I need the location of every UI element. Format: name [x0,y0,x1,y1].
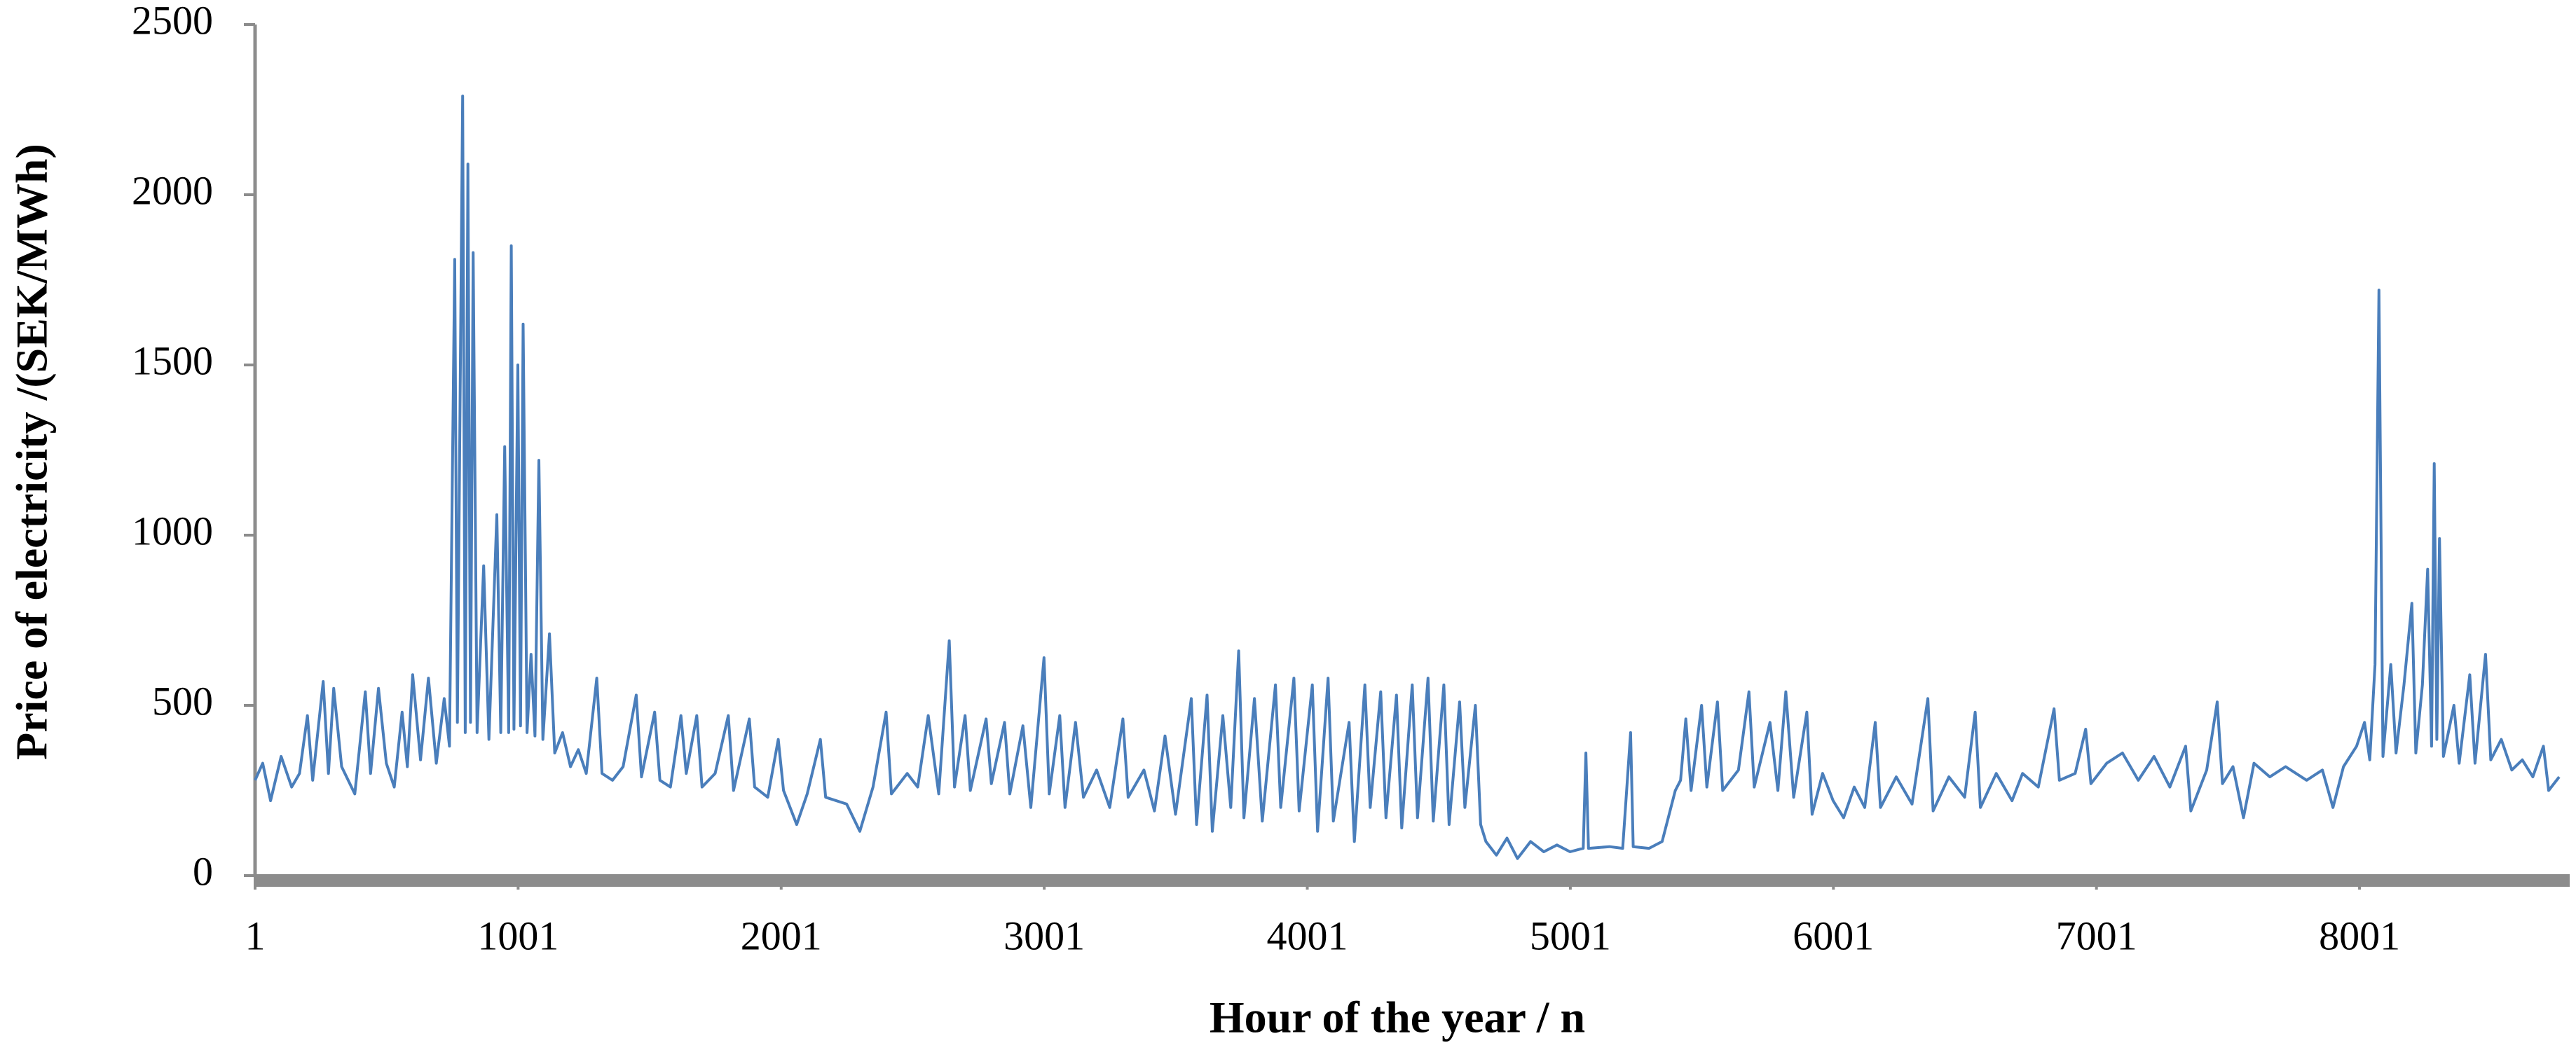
y-tick-label: 1000 [132,508,213,553]
y-tick-label: 0 [193,848,213,894]
x-tick-label: 1001 [477,913,559,958]
x-tick-label: 5001 [1530,913,1611,958]
x-tick-label: 2001 [741,913,822,958]
x-tick-label: 1 [245,913,266,958]
y-tick-label: 500 [152,678,213,724]
x-tick-label: 7001 [2056,913,2137,958]
x-axis-line [255,874,2570,887]
price-line [254,95,2561,860]
x-tick-label: 3001 [1003,913,1085,958]
y-tick-label: 2500 [132,0,213,43]
x-tick-label: 4001 [1267,913,1348,958]
x-axis-title: Hour of the year / n [1210,993,1585,1042]
y-axis-title: Price of electricity /(SEK/MWh) [7,144,57,760]
y-tick-label: 2000 [132,167,213,213]
y-tick-label: 1500 [132,338,213,383]
x-tick-label: 6001 [1793,913,1874,958]
x-tick-label: 8001 [2319,913,2400,958]
